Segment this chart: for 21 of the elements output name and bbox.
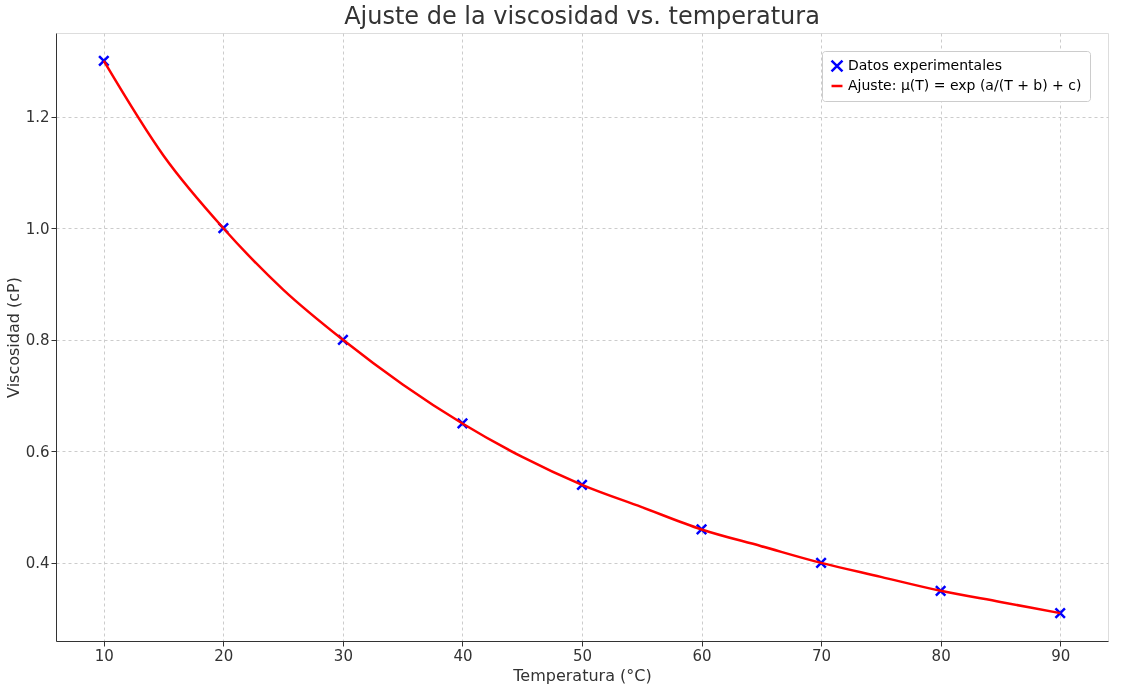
y-tick-label: 0.6 [25, 442, 50, 461]
y-tick-label: 1.2 [25, 108, 50, 127]
x-tick-label: 30 [333, 646, 353, 665]
x-tick-label: 70 [812, 646, 832, 665]
line-series [102, 59, 1062, 615]
y-axis-title: Viscosidad (cP) [3, 277, 23, 398]
x-tick-label: 40 [453, 646, 473, 665]
chart-title: Ajuste de la viscosidad vs. temperatura [344, 2, 820, 30]
x-tick-label: 90 [1051, 646, 1071, 665]
point [1054, 607, 1067, 620]
x-tick-label: 50 [572, 646, 593, 665]
legend-label: Datos experimentales [848, 57, 1002, 73]
x-tick-label: 60 [692, 646, 712, 665]
x-axis-title: Temperatura (°C) [512, 665, 652, 685]
x-tick-label: 80 [931, 646, 951, 665]
x-tick-label: 20 [214, 646, 234, 665]
x-tick-label: 10 [94, 646, 114, 665]
y-tick-label: 0.4 [25, 554, 50, 573]
legend-label: Ajuste: μ(T) = exp (a/(T + b) + c) [848, 77, 1082, 93]
y-tick-label: 0.8 [25, 331, 50, 350]
y-tick-label: 1.0 [25, 219, 50, 238]
